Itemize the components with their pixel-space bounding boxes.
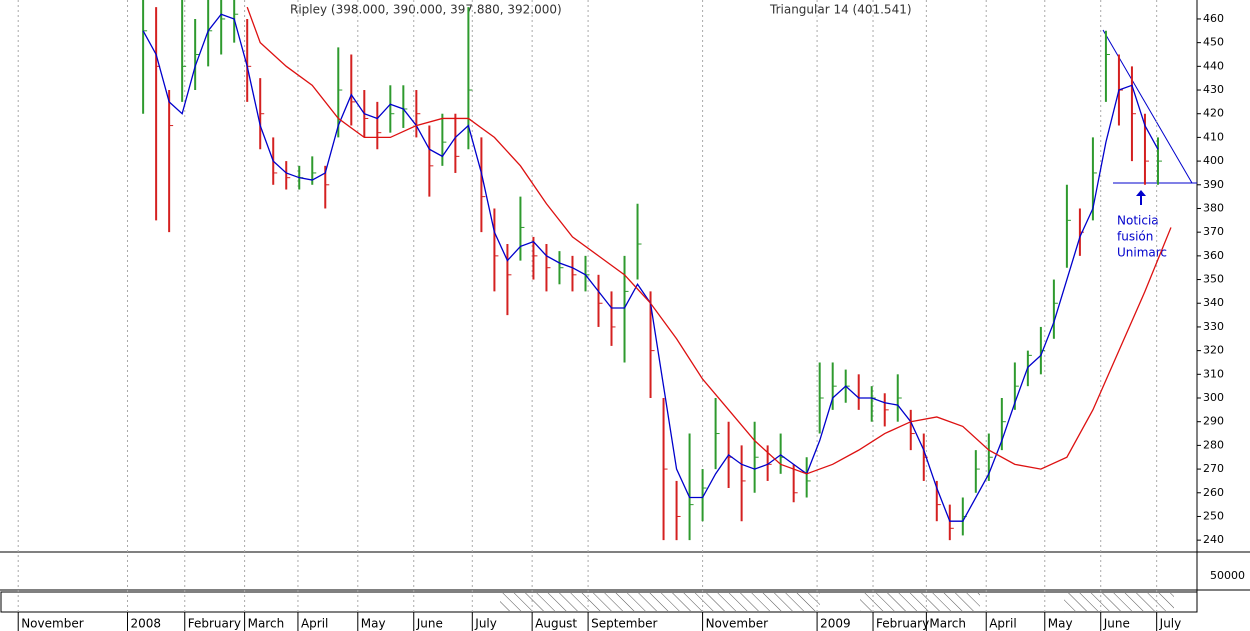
hatch-area bbox=[500, 593, 660, 611]
y-tick-label: 320 bbox=[1203, 344, 1224, 357]
x-tick-label: September bbox=[591, 617, 657, 631]
x-tick-label: March bbox=[929, 617, 966, 631]
x-tick-label: June bbox=[1103, 617, 1130, 631]
y-tick-label: 270 bbox=[1203, 462, 1224, 475]
hatch-area bbox=[1064, 593, 1174, 611]
annotation: fusión bbox=[1117, 230, 1153, 244]
trend-line bbox=[1102, 29, 1193, 184]
y-tick-label: 310 bbox=[1203, 367, 1224, 380]
chart-title: Ripley (398.000, 390.000, 397.880, 392.0… bbox=[290, 3, 562, 17]
x-tick-label: November bbox=[21, 617, 83, 631]
y-tick-label: 370 bbox=[1203, 225, 1224, 238]
indicator-line bbox=[246, 6, 1172, 475]
x-tick-label: April bbox=[989, 617, 1016, 631]
x-tick-label: July bbox=[1159, 617, 1182, 631]
x-tick-label: February bbox=[188, 617, 241, 631]
x-tick-label: July bbox=[474, 617, 497, 631]
y-tick-label: 460 bbox=[1203, 12, 1224, 25]
y-tick-label: 240 bbox=[1203, 533, 1224, 546]
y-tick-label: 400 bbox=[1203, 154, 1224, 167]
x-tick-label: March bbox=[248, 617, 285, 631]
y-tick-label: 260 bbox=[1203, 486, 1224, 499]
x-tick-label: February bbox=[876, 617, 929, 631]
x-tick-label: May bbox=[361, 617, 386, 631]
y-tick-label: 420 bbox=[1203, 107, 1224, 120]
volume-tick-label: 50000 bbox=[1210, 569, 1245, 582]
arrow-head bbox=[1136, 190, 1146, 196]
y-tick-label: 430 bbox=[1203, 83, 1224, 96]
y-tick-label: 280 bbox=[1203, 438, 1224, 451]
y-tick-label: 290 bbox=[1203, 415, 1224, 428]
hatch-area bbox=[860, 593, 980, 611]
y-tick-label: 350 bbox=[1203, 273, 1224, 286]
y-tick-label: 250 bbox=[1203, 509, 1224, 522]
y-tick-label: 390 bbox=[1203, 178, 1224, 191]
x-tick-label: November bbox=[706, 617, 768, 631]
x-tick-label: May bbox=[1048, 617, 1073, 631]
annotation: Noticia bbox=[1117, 214, 1159, 228]
x-tick-label: April bbox=[301, 617, 328, 631]
y-tick-label: 330 bbox=[1203, 320, 1224, 333]
x-tick-label: August bbox=[535, 617, 577, 631]
y-tick-label: 410 bbox=[1203, 130, 1224, 143]
x-tick-label: 2009 bbox=[820, 617, 851, 631]
y-tick-label: 380 bbox=[1203, 201, 1224, 214]
y-tick-label: 440 bbox=[1203, 59, 1224, 72]
y-tick-label: 340 bbox=[1203, 296, 1224, 309]
x-tick-label: June bbox=[416, 617, 443, 631]
indicator-label: Triangular 14 (401.541) bbox=[769, 3, 912, 17]
x-tick-label: 2008 bbox=[131, 617, 162, 631]
y-tick-label: 360 bbox=[1203, 249, 1224, 262]
hatch-area bbox=[660, 593, 820, 611]
y-tick-label: 450 bbox=[1203, 36, 1224, 49]
y-tick-label: 300 bbox=[1203, 391, 1224, 404]
annotation: Unimarc bbox=[1117, 246, 1167, 260]
